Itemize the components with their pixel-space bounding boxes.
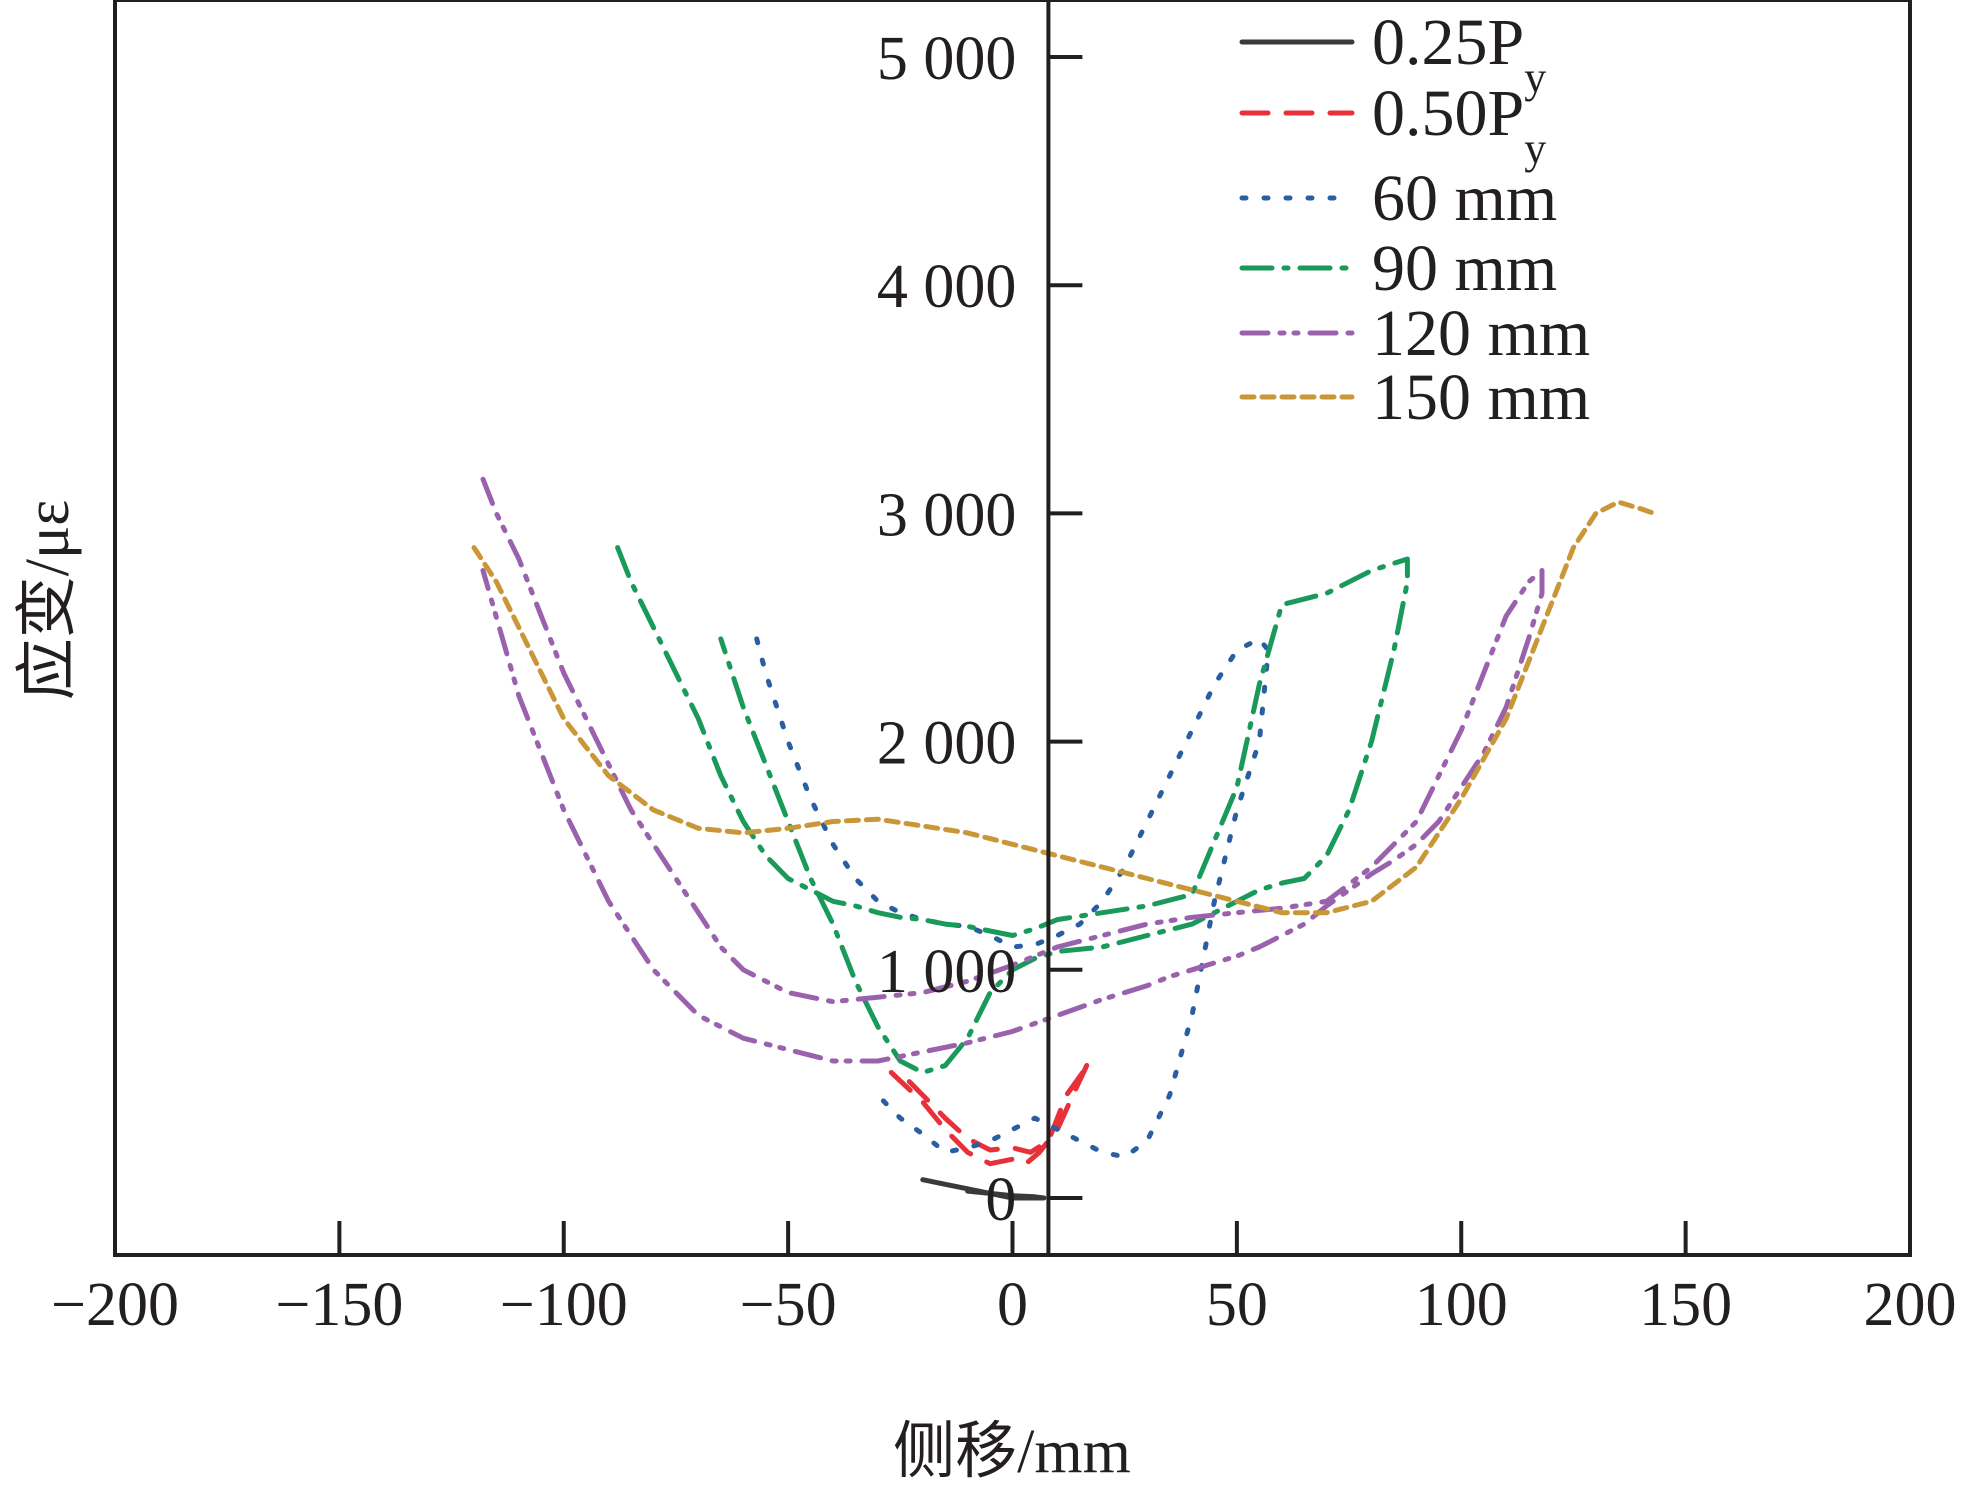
x-tick-label: −100 bbox=[500, 1271, 628, 1339]
x-tick-label: −150 bbox=[275, 1271, 403, 1339]
axis-layer: −200 −150 −100 −50 0 50 100 150 200 0 1 000 2 000 3 … bbox=[51, 0, 1957, 1339]
series-line-3 bbox=[615, 545, 1410, 1075]
y-tick-label: 4 000 bbox=[877, 253, 1017, 321]
x-tick-label: −200 bbox=[51, 1271, 179, 1339]
x-axis-title: 侧移/mm bbox=[893, 1418, 1131, 1486]
y-tick-label: 3 000 bbox=[877, 481, 1017, 549]
y-tick-label: 1 000 bbox=[877, 938, 1017, 1006]
series-line-2 bbox=[754, 636, 1271, 1160]
series-line-5 bbox=[471, 499, 1657, 916]
legend-label-2: 60 mm bbox=[1372, 162, 1557, 235]
series-line-1 bbox=[888, 1058, 1092, 1167]
legend-label-3: 90 mm bbox=[1372, 232, 1557, 305]
plot-frame bbox=[113, 0, 1912, 1257]
x-tick-label: 200 bbox=[1864, 1271, 1957, 1339]
series-layer bbox=[471, 476, 1657, 1201]
legend-label-0: 0.25Py bbox=[1372, 6, 1546, 102]
y-tick-label: 2 000 bbox=[877, 710, 1017, 778]
x-tick-label: 0 bbox=[997, 1271, 1028, 1339]
x-tick-label: 50 bbox=[1206, 1271, 1268, 1339]
y-tick-label: 5 000 bbox=[877, 25, 1017, 93]
series-line-0 bbox=[920, 1177, 1047, 1201]
y-axis-title: 应变/με bbox=[14, 500, 82, 701]
y-tick-label: 0 bbox=[985, 1166, 1016, 1234]
x-tick-label: 150 bbox=[1639, 1271, 1732, 1339]
legend-label-1: 0.50Py bbox=[1372, 77, 1546, 173]
x-tick-label: −50 bbox=[740, 1271, 837, 1339]
legend-label-4: 120 mm bbox=[1372, 297, 1590, 370]
legend-label-5: 150 mm bbox=[1372, 361, 1590, 434]
x-tick-label: 100 bbox=[1415, 1271, 1508, 1339]
series-line-4 bbox=[480, 476, 1545, 1064]
